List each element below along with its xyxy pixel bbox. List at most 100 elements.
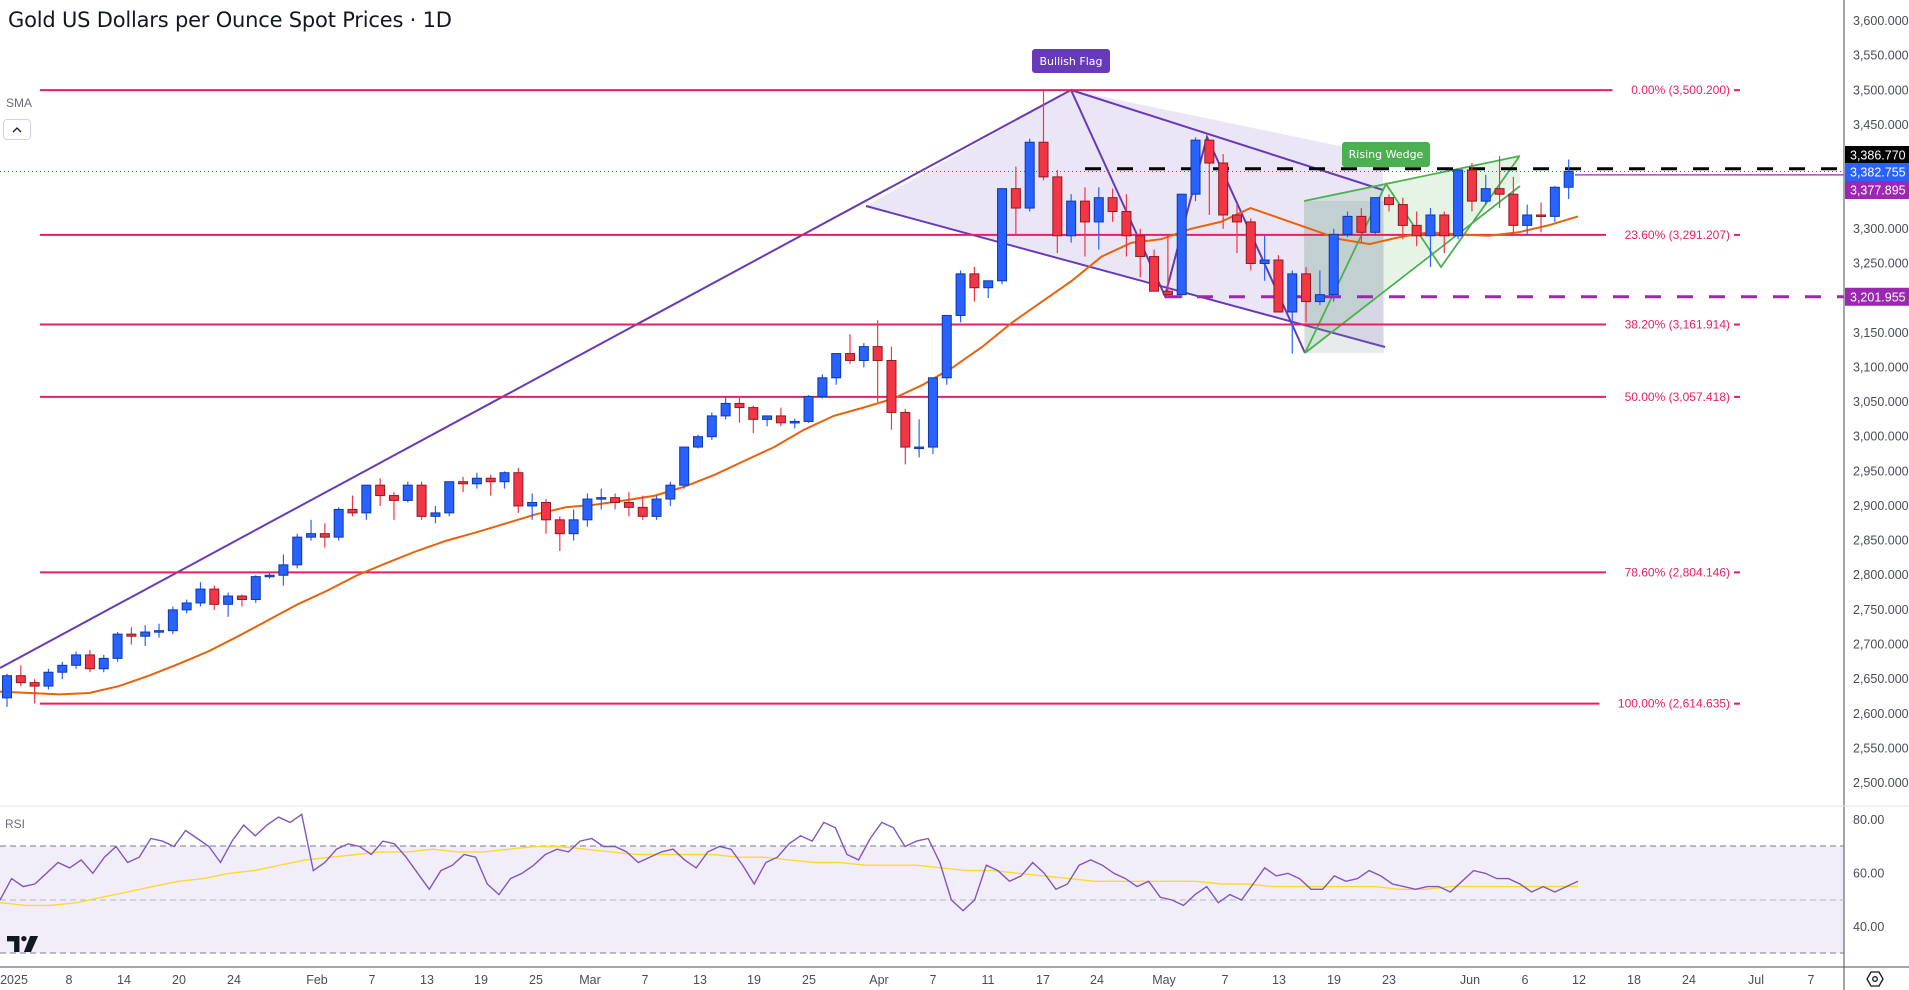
sma-polyline bbox=[0, 207, 1579, 696]
price-tick-label: 2,600.000 bbox=[1853, 707, 1909, 721]
candle-bearish bbox=[872, 346, 883, 361]
fib-level-label: 100.00% (2,614.635) bbox=[1618, 697, 1730, 711]
candle-bullish bbox=[306, 533, 317, 538]
time-tick-label: Mar bbox=[579, 973, 601, 987]
price-tick-label: 3,150.000 bbox=[1853, 326, 1909, 340]
candle-bearish bbox=[347, 508, 358, 514]
time-tick-label: 13 bbox=[1272, 973, 1286, 987]
collapse-indicators-button[interactable] bbox=[3, 119, 31, 140]
time-tick-label: Jun bbox=[1460, 973, 1480, 987]
candle-bearish bbox=[1135, 235, 1146, 258]
price-axis[interactable]: 3,600.000 3,550.000 3,500.000 3,450.000 3,30… bbox=[1853, 14, 1909, 790]
price-tick-label: 3,550.000 bbox=[1853, 49, 1909, 63]
candle-bearish bbox=[1384, 197, 1394, 206]
time-tick-label: 13 bbox=[693, 973, 707, 987]
candle-bearish bbox=[1162, 290, 1173, 296]
time-tick-label: May bbox=[1152, 973, 1176, 987]
candle-bullish bbox=[720, 402, 731, 417]
candle-bullish bbox=[181, 602, 192, 611]
candle-bullish bbox=[71, 654, 82, 666]
candle-bullish bbox=[1176, 193, 1187, 296]
rsi-ma-line bbox=[0, 845, 1578, 907]
candle-bearish bbox=[84, 654, 95, 670]
candle-bullish bbox=[1342, 215, 1353, 235]
rsi-series bbox=[0, 813, 1579, 912]
candle-bearish bbox=[126, 633, 137, 637]
candle-bearish bbox=[458, 481, 469, 485]
sma-indicator-label[interactable]: SMA bbox=[6, 96, 33, 110]
time-tick-label: 24 bbox=[1090, 973, 1104, 987]
sma-line bbox=[0, 207, 1579, 696]
tradingview-logo-icon[interactable] bbox=[7, 935, 39, 953]
rsi-indicator-label[interactable]: RSI bbox=[5, 817, 26, 831]
price-badge bbox=[1845, 287, 1909, 306]
rsi-tick-label: 80.00 bbox=[1853, 813, 1884, 827]
candle-bullish bbox=[693, 436, 703, 448]
candle-bullish bbox=[596, 497, 607, 500]
candle-bullish bbox=[817, 377, 828, 397]
price-tick-label: 3,450.000 bbox=[1853, 118, 1909, 132]
candle-bullish bbox=[499, 472, 510, 483]
price-badge-label: 3,386.770 bbox=[1850, 149, 1906, 163]
price-badge-label: 3,201.955 bbox=[1850, 290, 1906, 304]
candle-bearish bbox=[1204, 139, 1215, 164]
price-tick-label: 3,000.000 bbox=[1853, 430, 1909, 444]
time-tick-label: 7 bbox=[930, 973, 937, 987]
settings-gear-icon[interactable] bbox=[1866, 970, 1884, 988]
time-axis[interactable]: 2025 8 14 20 24 Feb 7 13 19 25 Mar 7 13 19 25 Apr 7 11 17 2… bbox=[0, 973, 1814, 987]
chart-title: Gold US Dollars per Ounce Spot Prices · … bbox=[8, 8, 452, 32]
candle-bullish bbox=[1453, 169, 1464, 237]
time-tick-label: 7 bbox=[369, 973, 376, 987]
time-tick-label: 8 bbox=[66, 973, 73, 987]
rising-wedge-tag bbox=[1342, 142, 1430, 167]
time-tick-label: 7 bbox=[1808, 973, 1815, 987]
bullish-flag-label: Bullish Flag bbox=[1040, 55, 1103, 68]
rising-wedge-label: Rising Wedge bbox=[1349, 148, 1424, 161]
candle-bullish bbox=[1328, 233, 1339, 296]
candle-bullish bbox=[1370, 197, 1381, 233]
price-tick-label: 2,800.000 bbox=[1853, 568, 1909, 582]
time-tick-label: 17 bbox=[1036, 973, 1050, 987]
candle-bearish bbox=[388, 495, 399, 501]
candle-bearish bbox=[1439, 214, 1450, 237]
time-tick-label: 7 bbox=[1222, 973, 1229, 987]
time-tick-label: 12 bbox=[1572, 973, 1586, 987]
fib-level-label: 23.60% (3,291.207) bbox=[1625, 228, 1730, 242]
wedge-area bbox=[1304, 156, 1520, 353]
candle-bullish bbox=[789, 420, 800, 424]
horizontal-levels[interactable] bbox=[0, 167, 1844, 299]
rsi-axis[interactable]: 80.00 60.00 40.00 bbox=[1853, 813, 1884, 934]
price-badge bbox=[1845, 181, 1909, 199]
fib-level-label: 50.00% (3,057.418) bbox=[1625, 390, 1730, 404]
candle-bearish bbox=[1494, 188, 1505, 195]
time-tick-label: Apr bbox=[869, 973, 888, 987]
time-tick-label: 2025 bbox=[0, 973, 28, 987]
time-tick-label: 18 bbox=[1627, 973, 1641, 987]
candle-bullish bbox=[1259, 259, 1270, 264]
candle-bullish bbox=[665, 484, 676, 500]
candle-bullish bbox=[679, 446, 690, 486]
fibonacci-retracement[interactable]: 0.00% (3,500.200) 23.60% (3,291.207) 38.20… bbox=[40, 83, 1740, 711]
time-tick-label: 7 bbox=[642, 973, 649, 987]
candle-bullish bbox=[2, 675, 12, 699]
time-tick-label: 20 bbox=[172, 973, 186, 987]
candle-bearish bbox=[1149, 256, 1160, 292]
candle-bullish bbox=[430, 512, 441, 517]
candle-bearish bbox=[886, 359, 897, 413]
time-tick-label: 19 bbox=[474, 973, 488, 987]
candle-bullish bbox=[927, 377, 938, 448]
candle-bullish bbox=[361, 484, 372, 514]
price-badges: 3,386.770 3,382.755 3,377.895 3,201.955 bbox=[1845, 146, 1909, 306]
candle-bullish bbox=[568, 519, 579, 535]
time-tick-label: 11 bbox=[982, 973, 995, 987]
candle-bullish bbox=[264, 574, 275, 578]
chevron-up-icon bbox=[12, 126, 22, 132]
candle-bullish bbox=[651, 498, 662, 517]
price-tick-label: 2,850.000 bbox=[1853, 534, 1909, 548]
rsi-tick-label: 60.00 bbox=[1853, 866, 1884, 880]
price-tick-label: 3,500.000 bbox=[1853, 83, 1909, 97]
candle-bearish bbox=[1079, 200, 1090, 223]
candle-bullish bbox=[292, 536, 303, 566]
candle-bearish bbox=[1038, 141, 1049, 178]
